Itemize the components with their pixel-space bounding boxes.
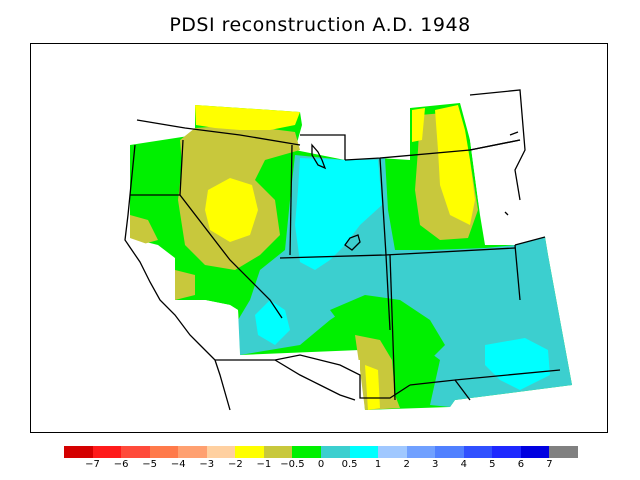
map-title: PDSI reconstruction A.D. 1948 (169, 14, 471, 36)
baja-coast (274, 359, 356, 401)
idaho-west (289, 144, 293, 256)
colorbar-swatch (463, 446, 493, 458)
ks-border (514, 236, 546, 246)
colorbar-swatch (321, 446, 351, 458)
pacific-mask (31, 238, 360, 395)
colorbar-tick-label: −0.5 (280, 459, 305, 470)
salt-lake (344, 234, 361, 251)
pacific-coast (124, 144, 231, 411)
colorbar-tick-label: 4 (460, 459, 467, 470)
colorbar-tick-label: −5 (142, 459, 158, 470)
colorbar-swatch (149, 446, 179, 458)
colorbar-tick-label: 2 (403, 459, 410, 470)
lake-nd (509, 131, 519, 136)
ocean-mask (31, 90, 525, 395)
region-cyan-west (255, 300, 290, 345)
nm-east (514, 244, 521, 301)
az-nm (389, 254, 396, 401)
region-cyan-north (295, 158, 382, 270)
colorbar-tick-label: 5 (489, 459, 496, 470)
colorbar-swatch (520, 446, 550, 458)
region-olive-sw (130, 215, 158, 245)
colorbar-tick-label: 0.5 (341, 459, 358, 470)
region-yellow-north (195, 105, 300, 130)
colorbar-swatch (549, 446, 579, 458)
colorbar-swatch (178, 446, 208, 458)
border-lines (124, 89, 561, 411)
colorbar-tick-label: −1 (256, 459, 272, 470)
lake-sd (504, 211, 509, 216)
colorbar-tick-label: 6 (517, 459, 525, 470)
colorbar-swatch (64, 446, 94, 458)
colorbar-tick-label: −7 (85, 459, 100, 470)
colorbar-swatch (492, 446, 522, 458)
colorbar-tick-label: −4 (170, 459, 186, 470)
colorbar-swatch (235, 446, 265, 458)
dakotas-border (469, 89, 526, 201)
colorbar-tick-label: 1 (374, 459, 382, 470)
region-yellow-west (205, 178, 258, 242)
region-olive-se (175, 270, 195, 300)
colorbar-tick-label: 7 (546, 459, 553, 470)
region-yellow-ne2 (412, 108, 425, 142)
colorbar-swatch (292, 446, 322, 458)
colorbar-swatch (121, 446, 151, 458)
colorbar-swatch (263, 446, 293, 458)
colorbar-tick-label: 3 (432, 459, 439, 470)
colorbar-tick-label: −6 (113, 459, 129, 470)
region-yellow-south (365, 365, 380, 410)
colorbar-swatch (435, 446, 465, 458)
colorbar-tick-label: −2 (227, 459, 243, 470)
ne-blank-mask (465, 90, 525, 240)
region-cyan-south (485, 338, 550, 390)
pdsi-map (31, 89, 572, 411)
colorbar (64, 446, 579, 458)
nevada-ca (179, 139, 283, 319)
colorbar-tick-label: 0 (317, 459, 325, 470)
colorbar-swatch (378, 446, 408, 458)
montana-border (300, 134, 346, 160)
lake-idaho (311, 143, 327, 170)
canada-border (136, 119, 301, 146)
ok-border (454, 369, 561, 381)
colorbar-swatch (92, 446, 122, 458)
colorbar-tick-label: −3 (199, 459, 215, 470)
utah-south (279, 247, 516, 259)
colorbar-swatch (406, 446, 436, 458)
colorbar-swatch (349, 446, 379, 458)
region-yellow-ne (435, 105, 475, 225)
colorbar-swatch (206, 446, 236, 458)
sd-ne (469, 139, 521, 151)
mexico-border (215, 354, 411, 399)
region-green-south (330, 295, 445, 360)
